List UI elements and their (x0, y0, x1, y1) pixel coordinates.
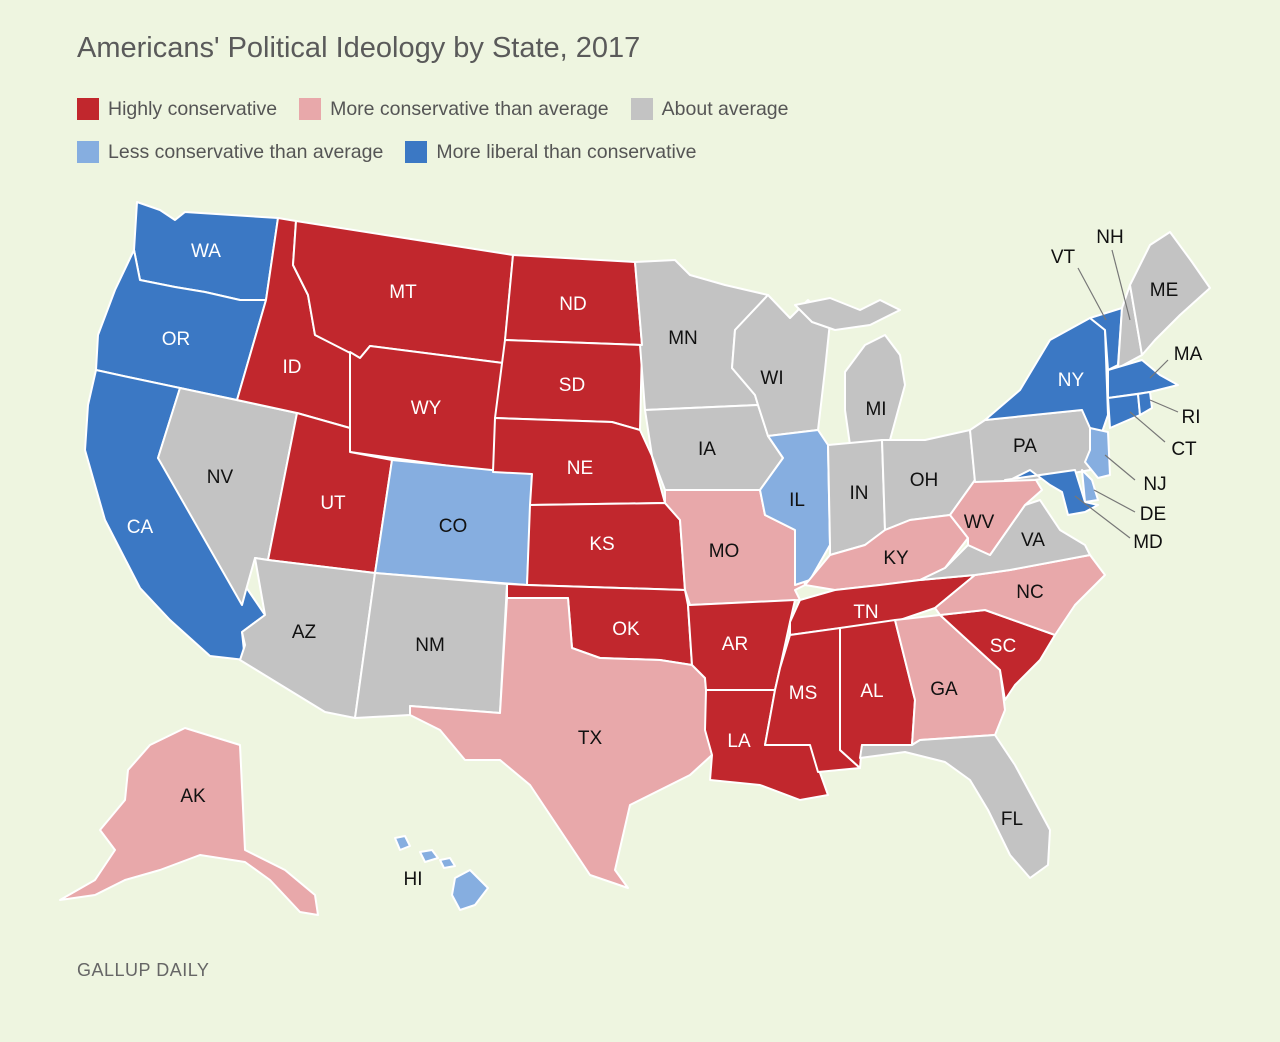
state-label-WA: WA (191, 241, 221, 262)
state-NJ[interactable] (1084, 427, 1111, 479)
state-label-PA: PA (1013, 436, 1037, 457)
state-WI[interactable] (731, 294, 831, 437)
label-leader-lines (1074, 249, 1179, 539)
state-label-MI: MI (865, 399, 886, 420)
legend-label: More liberal than conservative (436, 140, 697, 163)
state-label-TN: TN (853, 602, 878, 623)
state-label-ME: ME (1150, 280, 1179, 301)
state-label-WI: WI (760, 368, 783, 389)
state-label-WY: WY (411, 398, 442, 419)
legend: Highly conservative More conservative th… (77, 96, 977, 182)
state-label-DE: DE (1140, 504, 1166, 525)
state-label-AL: AL (860, 681, 883, 702)
legend-swatch (77, 98, 99, 120)
state-label-IA: IA (698, 439, 716, 460)
state-label-NM: NM (415, 635, 445, 656)
state-HI-islands[interactable] (394, 835, 456, 869)
state-label-CA: CA (127, 517, 154, 538)
state-ME[interactable] (1129, 231, 1211, 356)
state-MI[interactable] (844, 334, 906, 446)
legend-item-about-average: About average (630, 97, 789, 121)
state-AK[interactable] (59, 727, 319, 916)
state-MI-UP[interactable] (794, 297, 901, 331)
state-MD[interactable] (1004, 469, 1099, 516)
state-TX[interactable] (409, 597, 713, 889)
leader-nh (1111, 249, 1131, 321)
state-label-KY: KY (883, 548, 909, 569)
state-label-ND: ND (559, 294, 586, 315)
state-label-MD: MD (1133, 532, 1163, 553)
legend-swatch (405, 141, 428, 163)
legend-label: About average (661, 97, 789, 120)
leader-ct (1129, 411, 1166, 443)
state-label-NY: NY (1058, 370, 1085, 391)
state-label-IN: IN (850, 483, 869, 504)
source-label: GALLUP DAILY (77, 960, 210, 980)
state-label-GA: GA (930, 679, 958, 700)
state-label-SC: SC (990, 636, 1016, 657)
state-label-VA: VA (1021, 530, 1045, 551)
legend-row-2: Less conservative than average More libe… (77, 139, 977, 165)
leader-de (1093, 489, 1136, 513)
state-label-FL: FL (1001, 809, 1023, 830)
state-label-NJ: NJ (1143, 474, 1166, 495)
state-label-MT: MT (389, 282, 417, 303)
legend-item-less-conservative: Less conservative than average (77, 141, 383, 164)
state-label-TX: TX (578, 728, 603, 749)
state-label-ID: ID (283, 357, 302, 378)
legend-item-highly-conservative: Highly conservative (77, 98, 277, 121)
state-DE[interactable] (1081, 469, 1099, 503)
state-label-UT: UT (320, 493, 346, 514)
state-label-VT: VT (1051, 247, 1076, 268)
state-label-MA: MA (1174, 344, 1203, 365)
leader-vt (1077, 267, 1107, 321)
state-label-NC: NC (1016, 582, 1043, 603)
state-HI[interactable] (451, 869, 489, 911)
state-label-MS: MS (789, 683, 818, 704)
state-CT[interactable] (1107, 393, 1141, 429)
state-label-MO: MO (709, 541, 740, 562)
legend-label: More conservative than average (330, 97, 609, 120)
state-label-LA: LA (727, 731, 751, 752)
state-label-AZ: AZ (292, 622, 317, 643)
page-title: Americans' Political Ideology by State, … (77, 32, 641, 64)
leader-ma (1149, 359, 1169, 379)
legend-row-1: Highly conservative More conservative th… (77, 96, 977, 122)
state-label-OH: OH (910, 470, 939, 491)
leader-md (1074, 495, 1131, 539)
state-NY[interactable] (984, 317, 1109, 439)
state-label-WV: WV (964, 512, 995, 533)
state-label-RI: RI (1182, 407, 1201, 428)
legend-label: Highly conservative (108, 97, 278, 120)
state-label-OK: OK (612, 619, 640, 640)
state-label-AR: AR (722, 634, 748, 655)
legend-item-more-conservative: More conservative than average (299, 98, 609, 121)
state-label-KS: KS (589, 534, 614, 555)
leader-ri (1149, 399, 1179, 413)
state-label-SD: SD (559, 375, 585, 396)
state-label-HI: HI (404, 869, 423, 890)
legend-swatch (630, 98, 653, 120)
state-label-MN: MN (668, 328, 698, 349)
state-label-CO: CO (439, 516, 468, 537)
state-shapes (59, 201, 1211, 916)
state-label-AK: AK (180, 786, 206, 807)
state-FL[interactable] (859, 734, 1051, 879)
legend-item-more-liberal: More liberal than conservative (405, 141, 696, 164)
legend-label: Less conservative than average (108, 140, 384, 163)
state-IL[interactable] (759, 429, 831, 586)
state-label-NV: NV (207, 467, 234, 488)
state-label-OR: OR (162, 329, 191, 350)
state-label-CT: CT (1171, 439, 1197, 460)
state-label-NH: NH (1096, 227, 1123, 248)
leader-nj (1104, 454, 1136, 481)
state-label-IL: IL (789, 490, 805, 511)
state-RI[interactable] (1137, 391, 1153, 416)
state-labels: WA OR CA NV ID MT WY UT CO AZ NM ND SD N… (127, 227, 1203, 890)
legend-swatch (299, 98, 322, 120)
legend-swatch (77, 141, 99, 163)
state-label-NE: NE (567, 458, 593, 479)
